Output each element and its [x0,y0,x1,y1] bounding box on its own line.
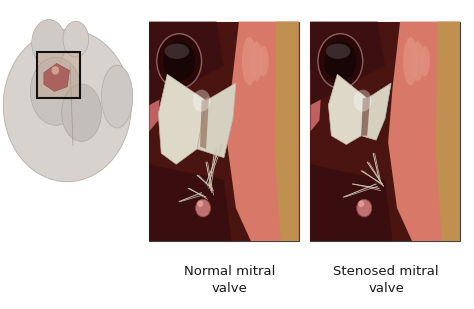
Ellipse shape [354,90,372,112]
Polygon shape [200,96,209,149]
Ellipse shape [196,199,210,217]
Polygon shape [361,96,370,136]
Ellipse shape [197,201,203,207]
Polygon shape [310,164,392,241]
Ellipse shape [101,65,133,128]
Ellipse shape [318,34,363,89]
Polygon shape [275,22,299,241]
Bar [37,52,80,98]
Ellipse shape [3,29,131,182]
Polygon shape [44,63,69,91]
Polygon shape [436,22,460,241]
Ellipse shape [30,57,82,125]
Polygon shape [197,83,236,158]
Polygon shape [361,83,391,140]
Polygon shape [227,22,299,241]
Polygon shape [310,22,385,105]
Ellipse shape [251,41,263,81]
Ellipse shape [358,201,364,207]
Ellipse shape [258,46,269,77]
Text: Stenosed mitral
valve: Stenosed mitral valve [334,265,439,295]
Polygon shape [328,74,367,145]
Bar [37,52,80,98]
Bar [310,22,460,241]
Ellipse shape [163,41,195,81]
Ellipse shape [357,199,372,217]
Polygon shape [310,70,322,131]
Polygon shape [149,164,231,241]
Polygon shape [149,70,161,131]
Ellipse shape [242,37,257,85]
Bar [149,22,299,241]
Ellipse shape [324,41,356,81]
Ellipse shape [412,41,424,81]
Bar [149,22,299,241]
Ellipse shape [419,46,430,77]
Polygon shape [158,74,206,164]
Ellipse shape [403,37,418,85]
Ellipse shape [157,34,201,89]
Ellipse shape [192,90,210,112]
Text: Normal mitral
valve: Normal mitral valve [184,265,275,295]
Ellipse shape [32,19,66,66]
Polygon shape [149,22,224,105]
Ellipse shape [63,21,89,57]
Ellipse shape [52,66,59,74]
Ellipse shape [62,84,101,142]
Ellipse shape [164,44,189,59]
Polygon shape [388,22,460,241]
Bar [310,22,460,241]
Ellipse shape [326,44,350,59]
